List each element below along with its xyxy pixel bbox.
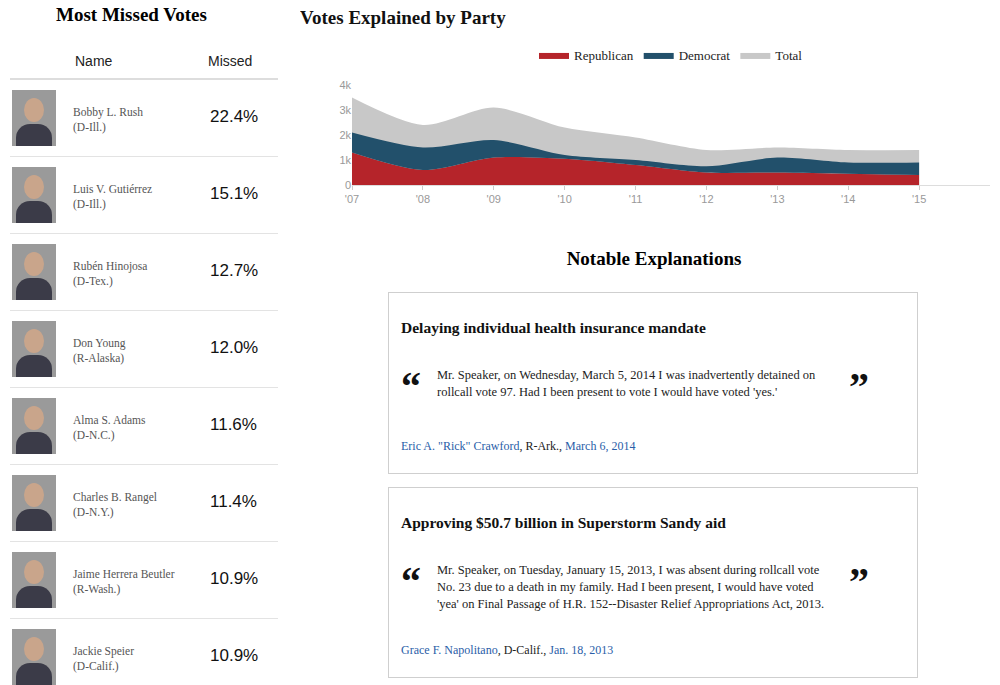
html-text:Mr. Speaker, on Wednesday, Mar: Mr. Speaker, on Wednesday, March 5, 2014… — [437, 368, 816, 399]
svg-text:1k: 1k — [339, 154, 351, 166]
svg-text:Total: Total — [775, 48, 802, 63]
html-text:(D-N.C.): (D-N.C.) — [73, 429, 115, 441]
html-text:(R-Wash.): (R-Wash.) — [73, 583, 121, 595]
html-text:(D-Ill.): (D-Ill.) — [73, 198, 106, 210]
html-text:12.0%: 12.0% — [210, 338, 259, 357]
html-text:11.6%: 11.6% — [210, 415, 257, 434]
html-text:Notable Explanations: Notable Explanations — [566, 248, 742, 269]
svg-text:3k: 3k — [339, 104, 351, 116]
html-text:(D-Tex.): (D-Tex.) — [73, 275, 113, 287]
html-text:Eric A. "Rick" Crawford, R-Ark: Eric A. "Rick" Crawford, R-Ark., March 6… — [401, 439, 636, 453]
html-text:Rubén Hinojosa: Rubén Hinojosa — [73, 260, 148, 272]
svg-text:'11: '11 — [629, 193, 643, 205]
html-text:Bobby L. Rush: Bobby L. Rush — [73, 106, 143, 118]
html-text:11.4%: 11.4% — [210, 492, 257, 511]
svg-text:2k: 2k — [339, 129, 351, 141]
svg-text:'10: '10 — [557, 193, 571, 205]
html-text:(R-Alaska): (R-Alaska) — [73, 352, 125, 364]
svg-text:'12: '12 — [699, 193, 713, 205]
html-text:Don Young: Don Young — [73, 337, 126, 349]
html-text:Jackie Speier: Jackie Speier — [73, 645, 134, 657]
svg-text:Republican: Republican — [574, 48, 634, 63]
svg-text:0: 0 — [345, 179, 351, 191]
html-text:Delaying individual health ins: Delaying individual health insurance man… — [401, 319, 706, 336]
svg-text:'07: '07 — [345, 193, 359, 205]
html-text:(D-Ill.): (D-Ill.) — [73, 121, 106, 133]
svg-text:'15: '15 — [912, 193, 926, 205]
html-text:Name: Name — [75, 53, 113, 69]
html-text:Approving $50.7 billion in Sup: Approving $50.7 billion in Superstorm Sa… — [401, 514, 726, 531]
html-text:Most Missed Votes: Most Missed Votes — [56, 4, 207, 25]
html-text:Charles B. Rangel: Charles B. Rangel — [73, 491, 157, 503]
html-text:Luis V. Gutiérrez: Luis V. Gutiérrez — [73, 183, 153, 195]
html-text:Jaime Herrera Beutler: Jaime Herrera Beutler — [73, 568, 175, 580]
svg-text:'09: '09 — [487, 193, 501, 205]
svg-text:'08: '08 — [416, 193, 430, 205]
html-text:15.1%: 15.1% — [210, 184, 259, 203]
svg-text:Votes Explained by Party: Votes Explained by Party — [300, 7, 506, 28]
html-text:22.4%: 22.4% — [210, 107, 259, 126]
html-text:Alma S. Adams: Alma S. Adams — [73, 414, 146, 426]
html-text:Grace F. Napolitano, D-Calif.,: Grace F. Napolitano, D-Calif., Jan. 18, … — [401, 643, 614, 657]
html-text:(D-Calif.): (D-Calif.) — [73, 660, 119, 672]
svg-text:'14: '14 — [841, 193, 855, 205]
html-text:10.9%: 10.9% — [210, 569, 259, 588]
svg-text:4k: 4k — [339, 79, 351, 91]
html-text:12.7%: 12.7% — [210, 261, 259, 280]
html-text:Missed: Missed — [208, 53, 253, 69]
html-text:(D-N.Y.): (D-N.Y.) — [73, 506, 114, 518]
svg-text:Democrat: Democrat — [679, 48, 731, 63]
html-text:10.9%: 10.9% — [210, 646, 259, 665]
svg-text:'13: '13 — [770, 193, 784, 205]
html-text:Mr. Speaker, on Tuesday, Janua: Mr. Speaker, on Tuesday, January 15, 201… — [437, 563, 825, 611]
